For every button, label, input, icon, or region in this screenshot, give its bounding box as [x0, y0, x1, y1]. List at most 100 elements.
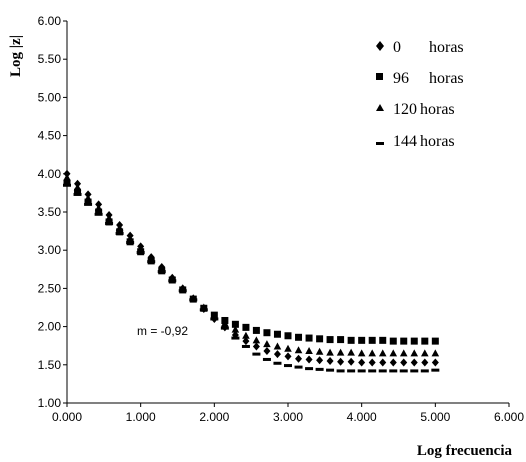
y-tick-label: 1.50 [38, 358, 62, 372]
x-tick-label: 4.000 [347, 410, 377, 424]
data-point-dash [210, 317, 219, 321]
y-tick-label: 2.00 [38, 320, 62, 334]
data-point-dash [368, 369, 377, 373]
data-point-triangle [231, 325, 240, 333]
data-point-dash [157, 270, 166, 274]
data-point-diamond [347, 357, 355, 366]
data-point-square [295, 333, 303, 341]
data-point-square [431, 337, 439, 345]
data-point-dash [357, 369, 366, 373]
y-tick-label: 6.00 [38, 14, 62, 28]
data-point-diamond [337, 357, 345, 366]
points-layer [63, 169, 440, 373]
slope-annotation: m = -0,92 [137, 324, 188, 338]
data-point-square [95, 208, 103, 216]
data-point-triangle [84, 194, 92, 202]
data-point-square [368, 336, 376, 344]
data-point-dash [273, 361, 282, 365]
legend-item-1: 96 horas [376, 70, 464, 87]
x-tick-label: 1.000 [126, 410, 156, 424]
y-tick-label: 4.00 [38, 167, 62, 181]
data-point-dash [115, 231, 124, 235]
data-point-dash [199, 308, 208, 312]
data-point-triangle [242, 331, 250, 339]
legend-marker-square [376, 73, 383, 80]
data-point-square [389, 337, 397, 345]
x-axis-title: Log frecuencia [417, 443, 513, 459]
data-point-triangle [94, 204, 103, 212]
data-point-dash [305, 367, 314, 371]
data-point-dash [399, 369, 408, 373]
data-point-square [326, 336, 334, 344]
legend-label-unit: horas [420, 101, 455, 118]
legend: 0 horas 96 horas 120 horas 144 horas [376, 39, 464, 150]
legend-label-unit: horas [420, 133, 455, 150]
data-point-diamond [410, 358, 418, 367]
data-point-triangle [63, 173, 71, 181]
data-point-triangle [315, 347, 324, 355]
data-point-dash [63, 183, 71, 187]
data-point-triangle [294, 346, 303, 354]
legend-marker-triangle [376, 104, 384, 111]
legend-label-number: 0 [393, 39, 401, 56]
y-tick-label: 4.50 [38, 129, 62, 143]
data-point-triangle [273, 342, 282, 350]
data-point-dash [105, 221, 114, 225]
legend-label-number: 144 [393, 133, 417, 150]
legend-marker-diamond [376, 41, 384, 51]
data-point-square [63, 179, 71, 187]
data-point-square [421, 337, 429, 345]
data-point-triangle [357, 349, 366, 357]
data-point-dash [431, 368, 440, 372]
x-tick-label: 0.000 [52, 410, 82, 424]
data-point-dash [168, 279, 177, 283]
data-point-diamond [358, 358, 366, 367]
data-point-triangle [263, 340, 271, 348]
data-point-diamond [421, 358, 429, 367]
data-point-square [116, 228, 124, 236]
data-point-square [231, 320, 239, 328]
data-point-diamond [295, 354, 303, 363]
data-point-triangle [389, 349, 398, 357]
data-point-square [84, 198, 92, 206]
x-tick-label: 6.000 [494, 410, 524, 424]
data-point-dash [189, 298, 198, 302]
data-point-triangle [157, 264, 166, 272]
data-point-triangle [252, 336, 261, 344]
data-point-diamond [242, 337, 250, 346]
data-point-triangle [210, 311, 219, 319]
data-point-square [284, 332, 292, 340]
data-point-triangle [115, 224, 124, 232]
data-point-diamond [389, 358, 397, 367]
data-point-diamond [400, 358, 408, 367]
data-point-dash [84, 202, 93, 206]
data-point-square [105, 218, 113, 226]
data-point-diamond [368, 358, 376, 367]
legend-item-2: 120 horas [376, 101, 455, 118]
x-tick-label: 2.000 [199, 410, 229, 424]
data-point-square [358, 336, 366, 344]
data-point-dash [73, 192, 82, 196]
y-tick-label: 3.00 [38, 243, 62, 257]
ticks-layer: 1.00 1.50 2.00 2.50 3.00 3.50 4.00 4.50 5.00 5.50… [38, 14, 525, 424]
data-point-dash [410, 369, 419, 373]
data-point-square [379, 336, 387, 344]
data-point-dash [178, 289, 187, 293]
data-point-dash [347, 369, 356, 373]
data-point-triangle [399, 349, 408, 357]
data-point-dash [326, 368, 335, 372]
y-axis-title: Log |z| [8, 35, 24, 77]
legend-label-unit: horas [429, 70, 464, 87]
series-square [63, 179, 439, 345]
data-point-dash [284, 364, 292, 368]
y-tick-label: 5.00 [38, 90, 62, 104]
data-point-square [410, 337, 418, 345]
data-point-dash [94, 212, 103, 216]
data-point-triangle [126, 234, 134, 242]
data-point-triangle [136, 244, 145, 252]
y-tick-label: 1.00 [38, 396, 62, 410]
data-point-triangle [105, 214, 113, 222]
data-point-square [347, 336, 355, 344]
data-point-square [74, 188, 82, 196]
data-point-diamond [326, 356, 334, 365]
